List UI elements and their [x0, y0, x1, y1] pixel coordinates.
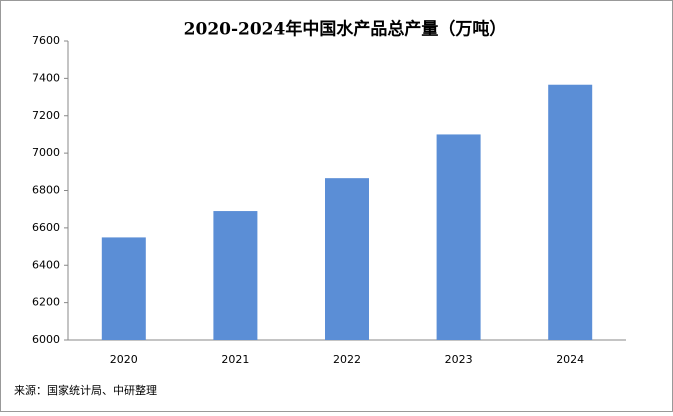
x-tick-label: 2020: [110, 353, 138, 366]
chart-title: 2020-2024年中国水产品总产量（万吨）: [184, 19, 507, 40]
y-tick-label: 6200: [32, 296, 60, 309]
y-tick-label: 7400: [32, 71, 60, 84]
y-tick-label: 6600: [32, 221, 60, 234]
bar: [101, 237, 146, 340]
y-tick-label: 7000: [32, 146, 60, 159]
y-tick-label: 6400: [32, 258, 60, 271]
source-note: 来源：国家统计局、中研整理: [14, 383, 157, 397]
y-tick-label: 7600: [32, 34, 60, 47]
y-tick-label: 6000: [32, 333, 60, 346]
bar: [325, 178, 369, 340]
x-tick-label: 2021: [221, 353, 249, 366]
y-tick-label: 7200: [32, 109, 60, 122]
x-tick-label: 2022: [333, 353, 361, 366]
bar: [548, 84, 593, 340]
bar: [436, 134, 481, 340]
x-tick-label: 2023: [445, 353, 473, 366]
y-tick-label: 6800: [32, 184, 60, 197]
x-tick-label: 2024: [556, 353, 584, 366]
bar: [213, 211, 258, 340]
